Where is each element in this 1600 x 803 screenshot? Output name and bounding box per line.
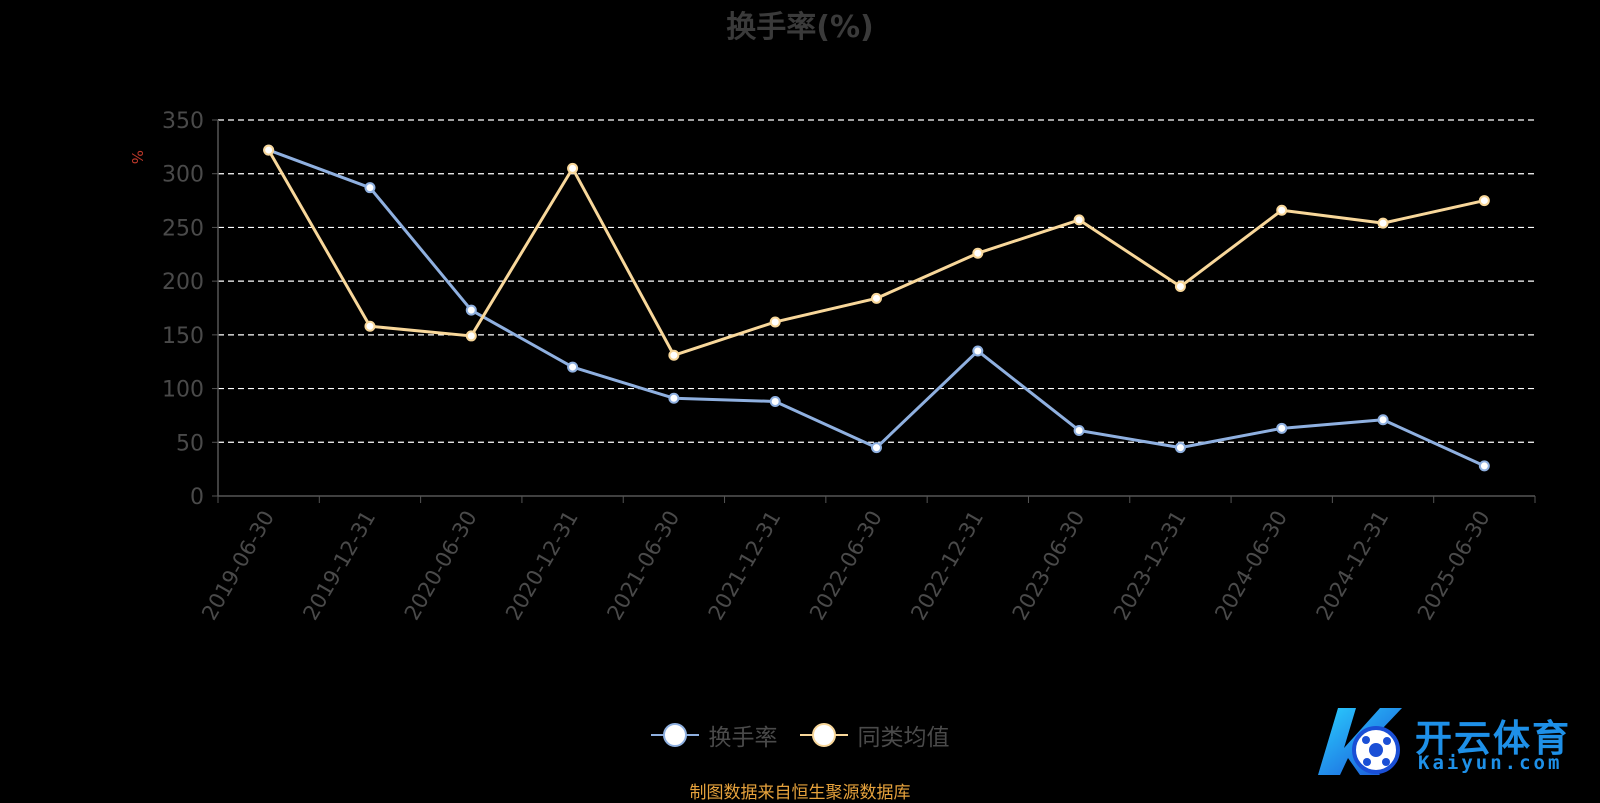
y-tick-label: 300 — [162, 163, 204, 188]
x-tick-label: 2019-06-30 — [197, 507, 279, 625]
data-point-1 — [1377, 217, 1389, 229]
x-tick-label: 2022-06-30 — [805, 507, 887, 625]
data-point-1 — [769, 316, 781, 328]
data-point-1 — [668, 349, 680, 361]
y-tick-label: 350 — [162, 109, 204, 134]
series-line-1 — [267, 149, 1485, 357]
y-tick-label: 150 — [162, 324, 204, 349]
data-point-0 — [871, 442, 882, 454]
data-point-1 — [567, 162, 579, 174]
y-tick-label: 50 — [176, 431, 204, 456]
data-point-0 — [1174, 442, 1186, 454]
logo-icon — [1318, 708, 1402, 775]
data-point-1 — [1276, 204, 1288, 216]
x-tick-label: 2025-06-30 — [1413, 507, 1495, 625]
data-source-note: 制图数据来自恒生聚源数据库 — [689, 783, 911, 803]
data-point-0 — [465, 304, 477, 316]
data-point-0 — [668, 392, 680, 404]
data-point-1 — [1174, 281, 1186, 293]
legend: 换手率 同类均值 — [0, 718, 1600, 752]
data-point-0 — [1377, 414, 1389, 426]
data-point-0 — [972, 345, 984, 357]
data-point-1 — [972, 247, 984, 259]
legend-item-peer-average[interactable]: 同类均值 — [799, 718, 950, 752]
data-point-1 — [871, 292, 882, 304]
line-chart: 0 50 100 150 200 250 300 350 2019-06-30 2019-12-3… — [162, 109, 1536, 625]
y-tick-label: 100 — [162, 378, 204, 403]
data-point-1 — [263, 144, 275, 156]
x-tick-label: 2020-06-30 — [400, 507, 482, 625]
y-tick-label: 0 — [190, 485, 204, 510]
y-tick-label: 250 — [162, 216, 204, 241]
kaiyun-logo: 开云体育 Kaiyun.com — [1310, 700, 1600, 782]
x-tick-label: 2023-06-30 — [1008, 507, 1090, 625]
data-point-1 — [364, 320, 376, 332]
data-point-0 — [1276, 422, 1288, 434]
y-tick-label: 200 — [162, 270, 204, 295]
data-point-1 — [1073, 214, 1085, 226]
x-tick-label: 2024-06-30 — [1210, 507, 1292, 625]
data-point-0 — [1478, 460, 1490, 472]
series-line-0 — [268, 148, 1485, 468]
data-point-0 — [364, 182, 376, 194]
data-point-1 — [465, 330, 477, 342]
x-tick-label: 2020-12-31 — [501, 507, 583, 625]
legend-item-turnover[interactable]: 换手率 — [650, 718, 778, 752]
logo-text: 开云体育 — [1415, 717, 1571, 760]
x-tick-label: 2021-12-31 — [704, 507, 786, 625]
x-tick-label: 2023-12-31 — [1109, 507, 1191, 625]
x-tick-label: 2024-12-31 — [1312, 507, 1394, 625]
legend-label-turnover: 换手率 — [708, 725, 778, 751]
data-point-0 — [769, 395, 781, 407]
data-point-1 — [1478, 195, 1490, 207]
logo-subtext: Kaiyun.com — [1418, 752, 1563, 774]
legend-marker-turnover — [650, 723, 699, 747]
chart-title: 换手率(%) — [726, 10, 874, 45]
x-tick-label: 2022-12-31 — [906, 506, 988, 624]
x-tick-label: 2021-06-30 — [602, 507, 684, 625]
data-point-0 — [1073, 424, 1085, 436]
legend-marker-peer-average — [799, 723, 848, 747]
legend-label-peer-average: 同类均值 — [857, 725, 950, 751]
x-tick-label: 2019-12-31 — [298, 507, 380, 625]
data-point-0 — [567, 361, 579, 373]
